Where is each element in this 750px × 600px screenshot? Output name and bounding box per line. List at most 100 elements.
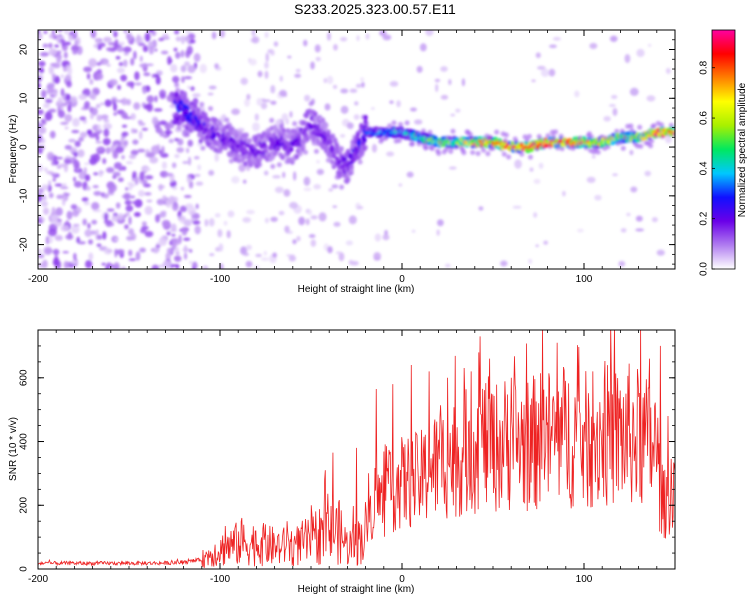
spectrogram-cell bbox=[265, 52, 269, 63]
spectrogram-cell bbox=[188, 127, 194, 134]
spectrogram-cell bbox=[577, 228, 584, 233]
spectrogram-cell bbox=[54, 234, 63, 241]
spectrogram-cell bbox=[73, 160, 80, 170]
spectrogram-cell bbox=[113, 30, 118, 38]
spectrogram-cell bbox=[52, 177, 56, 182]
spectrogram-cell bbox=[425, 30, 434, 37]
spectrogram-cell bbox=[337, 159, 342, 165]
spectrogram-cell bbox=[74, 140, 81, 148]
spectrogram-cell bbox=[118, 168, 122, 171]
spectrogram-cell bbox=[100, 114, 109, 120]
spectrogram-cell bbox=[310, 61, 315, 70]
spectrogram-cell bbox=[214, 152, 220, 162]
spectrogram-cell bbox=[121, 166, 127, 171]
spectrogram-cell bbox=[56, 54, 62, 64]
spectrogram-cell bbox=[644, 170, 652, 177]
spectrogram-cell bbox=[106, 208, 115, 212]
spectrogram-cell bbox=[548, 68, 556, 77]
spectrogram-cell bbox=[280, 155, 286, 161]
spectrogram-cell bbox=[92, 209, 102, 213]
spectrogram-cell bbox=[246, 209, 255, 215]
spectrogram-cell bbox=[83, 66, 93, 73]
spectrogram-cell bbox=[116, 249, 125, 254]
spectrogram-cell bbox=[202, 265, 209, 269]
spectrogram-cell bbox=[164, 172, 174, 177]
spectrogram-cell bbox=[190, 216, 195, 223]
spectrogram-cell bbox=[144, 230, 154, 238]
spectrogram-cell bbox=[312, 123, 317, 129]
spectrogram-cell bbox=[43, 30, 48, 34]
spectrogram-cell bbox=[356, 35, 360, 42]
spectrogram-cell bbox=[90, 30, 97, 39]
spectrogram-cell bbox=[59, 186, 69, 190]
spectrogram-cell bbox=[172, 202, 179, 212]
spectrogram-cell bbox=[638, 143, 644, 149]
spectrogram-cell bbox=[71, 225, 80, 234]
spectrogram-cell bbox=[116, 84, 122, 90]
spectrogram-cell bbox=[90, 92, 97, 101]
spectrogram-cell bbox=[323, 78, 328, 84]
spectrogram-cell bbox=[158, 236, 168, 247]
spectrogram-cell bbox=[98, 169, 104, 177]
spectrogram-cell bbox=[128, 216, 132, 225]
spectrogram-cell bbox=[84, 174, 91, 182]
spectrogram-cell bbox=[142, 85, 147, 95]
spectrogram-cell bbox=[270, 50, 275, 56]
spectrogram-cell bbox=[171, 238, 181, 246]
spectrogram-cell bbox=[635, 215, 643, 222]
spectrogram-cell bbox=[529, 167, 534, 172]
spectrogram-cell bbox=[260, 257, 270, 261]
spectrogram-cell bbox=[339, 146, 344, 152]
spectrogram-cell bbox=[180, 50, 185, 58]
spectrogram-cell bbox=[340, 134, 346, 138]
spectrogram-cell bbox=[139, 55, 143, 62]
spectrogram-cell bbox=[123, 46, 132, 53]
spectrogram-cell bbox=[330, 133, 336, 139]
spectrogram-cell bbox=[332, 84, 338, 89]
spectrogram-cell bbox=[614, 128, 620, 134]
spectrogram-cell bbox=[180, 35, 185, 45]
spectrogram-cell bbox=[470, 149, 476, 155]
spectrogram-cell bbox=[365, 33, 370, 40]
spectrogram-cell bbox=[326, 75, 334, 85]
colorbar-tick-label: 0.8 bbox=[699, 60, 710, 74]
spectrogram-cell bbox=[637, 124, 643, 130]
spectrogram-cell bbox=[89, 78, 94, 85]
spectrogram-cell bbox=[533, 178, 541, 184]
x-tick-label: -200 bbox=[28, 574, 48, 585]
spectrogram-cell bbox=[210, 123, 216, 129]
spectrogram-cell bbox=[123, 193, 131, 200]
spectrogram-cell bbox=[267, 133, 273, 139]
spectrogram-cell bbox=[628, 123, 634, 129]
spectrogram-cell bbox=[543, 240, 549, 245]
spectrogram-cell bbox=[144, 205, 153, 215]
spectrogram-cell bbox=[307, 209, 313, 216]
y-tick-label: 200 bbox=[19, 496, 30, 513]
spectrogram-cell bbox=[85, 259, 93, 269]
spectrogram-cell bbox=[162, 33, 169, 40]
spectrogram-cell bbox=[251, 30, 256, 37]
spectrogram-cell bbox=[103, 123, 113, 130]
spectrogram-cell bbox=[327, 31, 331, 41]
spectrogram-cell bbox=[244, 132, 249, 138]
spectrogram-cell bbox=[176, 147, 185, 153]
spectrogram-cell bbox=[41, 89, 47, 99]
spectrogram-cell bbox=[54, 44, 59, 48]
spectrogram-cell bbox=[276, 162, 282, 168]
spectrogram-cell bbox=[145, 32, 151, 42]
spectrogram-cell bbox=[62, 196, 66, 206]
spectrogram-cell bbox=[95, 103, 101, 109]
spectrogram-cell bbox=[116, 99, 125, 103]
spectrogram-cell bbox=[264, 70, 269, 79]
spectrogram-cell bbox=[360, 150, 365, 156]
spectrogram-cell bbox=[245, 142, 250, 148]
spectrogram-cell bbox=[105, 146, 111, 154]
spectrogram-cell bbox=[360, 77, 365, 82]
spectrogram-cell bbox=[349, 88, 358, 93]
y-tick-label: 20 bbox=[19, 44, 30, 56]
spectrogram-cell bbox=[500, 260, 508, 267]
spectrogram-cell bbox=[603, 115, 611, 122]
spectrogram-cell bbox=[125, 161, 133, 165]
spectrogram-cell bbox=[49, 33, 54, 39]
